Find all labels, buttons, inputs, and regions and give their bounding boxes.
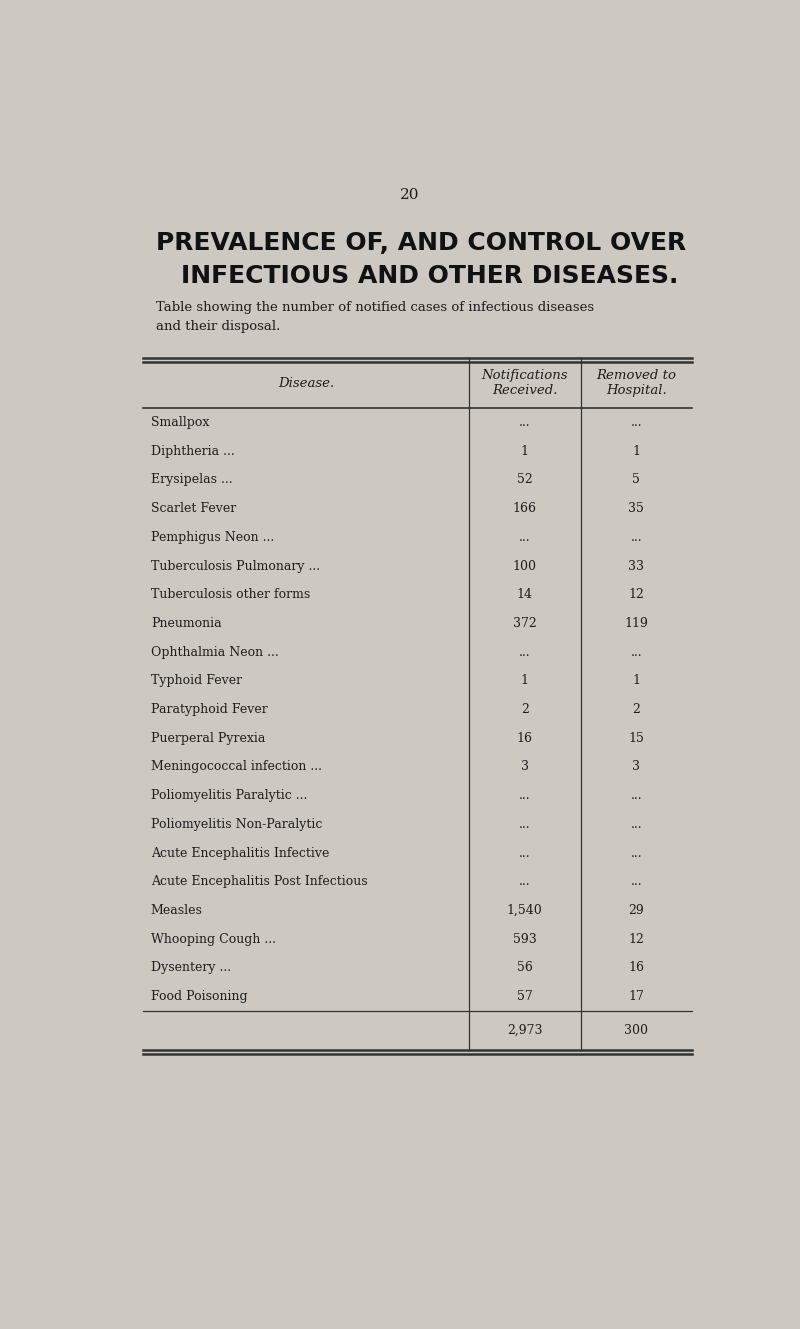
Text: 372: 372 bbox=[513, 617, 537, 630]
Text: Whooping Cough ...: Whooping Cough ... bbox=[151, 933, 276, 946]
Text: Tuberculosis other forms: Tuberculosis other forms bbox=[151, 589, 310, 601]
Text: 17: 17 bbox=[628, 990, 644, 1003]
Text: 12: 12 bbox=[628, 933, 644, 946]
Text: Erysipelas ...: Erysipelas ... bbox=[151, 473, 233, 486]
Text: 35: 35 bbox=[628, 502, 644, 516]
Text: Notifications
Received.: Notifications Received. bbox=[482, 369, 568, 397]
Text: ...: ... bbox=[630, 416, 642, 429]
Text: Tuberculosis Pulmonary ...: Tuberculosis Pulmonary ... bbox=[151, 560, 320, 573]
Text: 57: 57 bbox=[517, 990, 533, 1003]
Text: 2,973: 2,973 bbox=[507, 1023, 542, 1037]
Text: Typhoid Fever: Typhoid Fever bbox=[151, 674, 242, 687]
Text: ...: ... bbox=[519, 646, 530, 659]
Text: Table showing the number of notified cases of infectious diseases
and their disp: Table showing the number of notified cas… bbox=[156, 300, 594, 332]
Text: 119: 119 bbox=[624, 617, 648, 630]
Text: Meningococcal infection ...: Meningococcal infection ... bbox=[151, 760, 322, 773]
Text: ...: ... bbox=[519, 789, 530, 803]
Text: 56: 56 bbox=[517, 961, 533, 974]
Text: 20: 20 bbox=[400, 189, 420, 202]
Text: 3: 3 bbox=[521, 760, 529, 773]
Text: ...: ... bbox=[519, 817, 530, 831]
Text: 33: 33 bbox=[628, 560, 644, 573]
Text: ...: ... bbox=[630, 646, 642, 659]
Text: 2: 2 bbox=[521, 703, 529, 716]
Text: Pemphigus Neon ...: Pemphigus Neon ... bbox=[151, 530, 274, 544]
Text: 593: 593 bbox=[513, 933, 537, 946]
Text: 1,540: 1,540 bbox=[507, 904, 542, 917]
Text: Puerperal Pyrexia: Puerperal Pyrexia bbox=[151, 732, 266, 744]
Text: 3: 3 bbox=[632, 760, 640, 773]
Text: INFECTIOUS AND OTHER DISEASES.: INFECTIOUS AND OTHER DISEASES. bbox=[181, 264, 678, 288]
Text: Pneumonia: Pneumonia bbox=[151, 617, 222, 630]
Text: Acute Encephalitis Post Infectious: Acute Encephalitis Post Infectious bbox=[151, 876, 367, 888]
Text: 1: 1 bbox=[521, 674, 529, 687]
Text: ...: ... bbox=[519, 876, 530, 888]
Text: 16: 16 bbox=[628, 961, 644, 974]
Text: ...: ... bbox=[519, 847, 530, 860]
Text: 5: 5 bbox=[632, 473, 640, 486]
Text: Acute Encephalitis Infective: Acute Encephalitis Infective bbox=[151, 847, 330, 860]
Text: Removed to
Hospital.: Removed to Hospital. bbox=[596, 369, 676, 397]
Text: ...: ... bbox=[630, 789, 642, 803]
Text: 14: 14 bbox=[517, 589, 533, 601]
Text: Food Poisoning: Food Poisoning bbox=[151, 990, 247, 1003]
Text: 16: 16 bbox=[517, 732, 533, 744]
Text: 15: 15 bbox=[628, 732, 644, 744]
Text: PREVALENCE OF, AND CONTROL OVER: PREVALENCE OF, AND CONTROL OVER bbox=[156, 231, 686, 255]
Text: Dysentery ...: Dysentery ... bbox=[151, 961, 231, 974]
Text: ...: ... bbox=[630, 530, 642, 544]
Text: 2: 2 bbox=[632, 703, 640, 716]
Text: 100: 100 bbox=[513, 560, 537, 573]
Text: Paratyphoid Fever: Paratyphoid Fever bbox=[151, 703, 267, 716]
Text: Disease.: Disease. bbox=[278, 376, 334, 389]
Text: 166: 166 bbox=[513, 502, 537, 516]
Text: ...: ... bbox=[519, 530, 530, 544]
Text: Scarlet Fever: Scarlet Fever bbox=[151, 502, 236, 516]
Text: 1: 1 bbox=[632, 445, 640, 457]
Text: Diphtheria ...: Diphtheria ... bbox=[151, 445, 234, 457]
Text: ...: ... bbox=[630, 817, 642, 831]
Text: 1: 1 bbox=[632, 674, 640, 687]
Text: ...: ... bbox=[630, 876, 642, 888]
Text: Ophthalmia Neon ...: Ophthalmia Neon ... bbox=[151, 646, 278, 659]
Text: Smallpox: Smallpox bbox=[151, 416, 210, 429]
Text: 29: 29 bbox=[629, 904, 644, 917]
Text: ...: ... bbox=[519, 416, 530, 429]
Text: 300: 300 bbox=[624, 1023, 648, 1037]
Text: Poliomyelitis Non-Paralytic: Poliomyelitis Non-Paralytic bbox=[151, 817, 322, 831]
Text: 12: 12 bbox=[628, 589, 644, 601]
Text: ...: ... bbox=[630, 847, 642, 860]
Text: Measles: Measles bbox=[151, 904, 202, 917]
Text: 52: 52 bbox=[517, 473, 533, 486]
Text: 1: 1 bbox=[521, 445, 529, 457]
Text: Poliomyelitis Paralytic ...: Poliomyelitis Paralytic ... bbox=[151, 789, 307, 803]
